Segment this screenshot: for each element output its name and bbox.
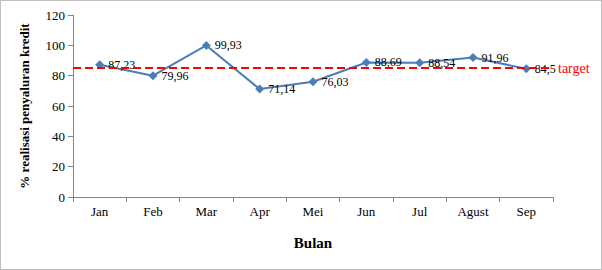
svg-text:Mar: Mar [195,204,217,219]
svg-text:76,03: 76,03 [322,75,349,89]
svg-text:Bulan: Bulan [294,235,333,251]
svg-text:88,54: 88,54 [428,55,456,70]
svg-text:Agust: Agust [457,204,488,219]
svg-text:120: 120 [46,8,66,23]
svg-text:Mei: Mei [303,204,324,219]
svg-text:91,96: 91,96 [482,51,509,65]
svg-text:84,5: 84,5 [534,61,556,76]
svg-text:Jul: Jul [412,204,428,219]
svg-text:88,69: 88,69 [374,55,402,70]
svg-text:Feb: Feb [143,204,163,219]
svg-text:100: 100 [46,38,66,53]
svg-text:target: target [558,61,590,76]
svg-text:% realisasi penyaluran kredit: % realisasi penyaluran kredit [17,23,32,189]
svg-text:99,93: 99,93 [215,38,242,52]
svg-text:40: 40 [52,129,65,144]
svg-text:Sep: Sep [517,204,537,219]
svg-text:Jan: Jan [91,204,109,219]
svg-text:20: 20 [52,159,65,174]
svg-text:79,96: 79,96 [162,69,189,83]
svg-text:Apr: Apr [250,204,271,219]
svg-text:80: 80 [52,68,65,83]
svg-text:60: 60 [52,99,65,114]
svg-text:Jun: Jun [357,204,376,219]
svg-text:71,14: 71,14 [268,82,295,96]
svg-text:87,23: 87,23 [108,58,135,72]
svg-text:0: 0 [59,190,66,205]
